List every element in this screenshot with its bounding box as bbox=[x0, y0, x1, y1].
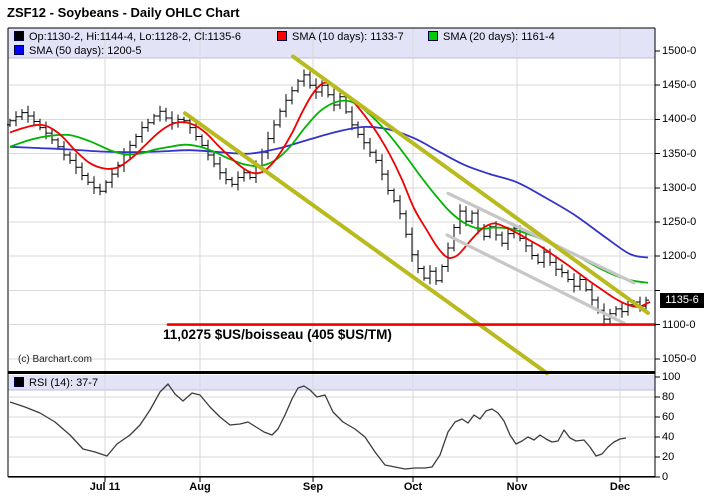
legend-item-sma50: SMA (50 days): 1200-5 bbox=[14, 45, 142, 57]
watermark: (c) Barchart.com bbox=[18, 354, 92, 365]
month-label: Nov bbox=[506, 481, 528, 493]
legend-item-sma10: SMA (10 days): 1133-7 bbox=[277, 31, 404, 43]
price-tick-label: 1500-0 bbox=[662, 45, 697, 57]
legend-rsi-label: RSI (14): 37-7 bbox=[29, 377, 99, 389]
last-price-badge: 1135-6 bbox=[660, 293, 704, 308]
month-label: Oct bbox=[403, 481, 423, 493]
price-tick-label: 1350-0 bbox=[662, 147, 697, 160]
legend-item-ohlc: Op:1130-2, Hi:1144-4, Lo:1128-2, Cl:1135… bbox=[14, 31, 241, 43]
rsi-tick-label: 20 bbox=[662, 451, 675, 463]
legend-sma10-label: SMA (10 days): 1133-7 bbox=[292, 31, 404, 43]
price-tick-label: 1450-0 bbox=[662, 79, 697, 92]
rsi-tick-label: 60 bbox=[662, 411, 675, 423]
legend-sma50-label: SMA (50 days): 1200-5 bbox=[29, 45, 142, 57]
legend-ohlc-label: Op:1130-2, Hi:1144-4, Lo:1128-2, Cl:1135… bbox=[29, 31, 241, 43]
sma20-swatch-icon bbox=[428, 31, 438, 41]
price-tick-label: 1300-0 bbox=[662, 181, 697, 194]
month-label: Sep bbox=[302, 481, 324, 493]
rsi-tick-label: 100 bbox=[662, 371, 681, 383]
ohlc-swatch-icon bbox=[14, 31, 24, 41]
sma50-swatch-icon bbox=[14, 45, 24, 55]
legend-sma20-label: SMA (20 days): 1161-4 bbox=[443, 31, 555, 43]
rsi-tick-label: 40 bbox=[662, 431, 675, 443]
legend-item-rsi: RSI (14): 37-7 bbox=[14, 377, 98, 389]
rsi-tick-label: 80 bbox=[662, 391, 675, 403]
month-label: Dec bbox=[609, 481, 631, 493]
price-tick-label: 1100-0 bbox=[662, 318, 696, 331]
price-tick-label: 1250-0 bbox=[662, 216, 697, 228]
price-tick-label: 1400-0 bbox=[662, 113, 697, 126]
rsi-swatch-icon bbox=[14, 377, 24, 387]
chart-title: ZSF12 - Soybeans - Daily OHLC Chart bbox=[7, 5, 240, 20]
rsi-tick-label: 0 bbox=[662, 471, 669, 483]
month-label: Aug bbox=[189, 481, 211, 493]
price-tick-label: 1200-0 bbox=[662, 250, 697, 263]
month-label: Jul 11 bbox=[89, 481, 121, 493]
support-annotation: 11,0275 $US/boisseau (405 $US/TM) bbox=[163, 327, 392, 342]
sma10-swatch-icon bbox=[277, 31, 287, 41]
legend-item-sma20: SMA (20 days): 1161-4 bbox=[428, 31, 555, 43]
price-tick-label: 1050-0 bbox=[662, 352, 697, 365]
